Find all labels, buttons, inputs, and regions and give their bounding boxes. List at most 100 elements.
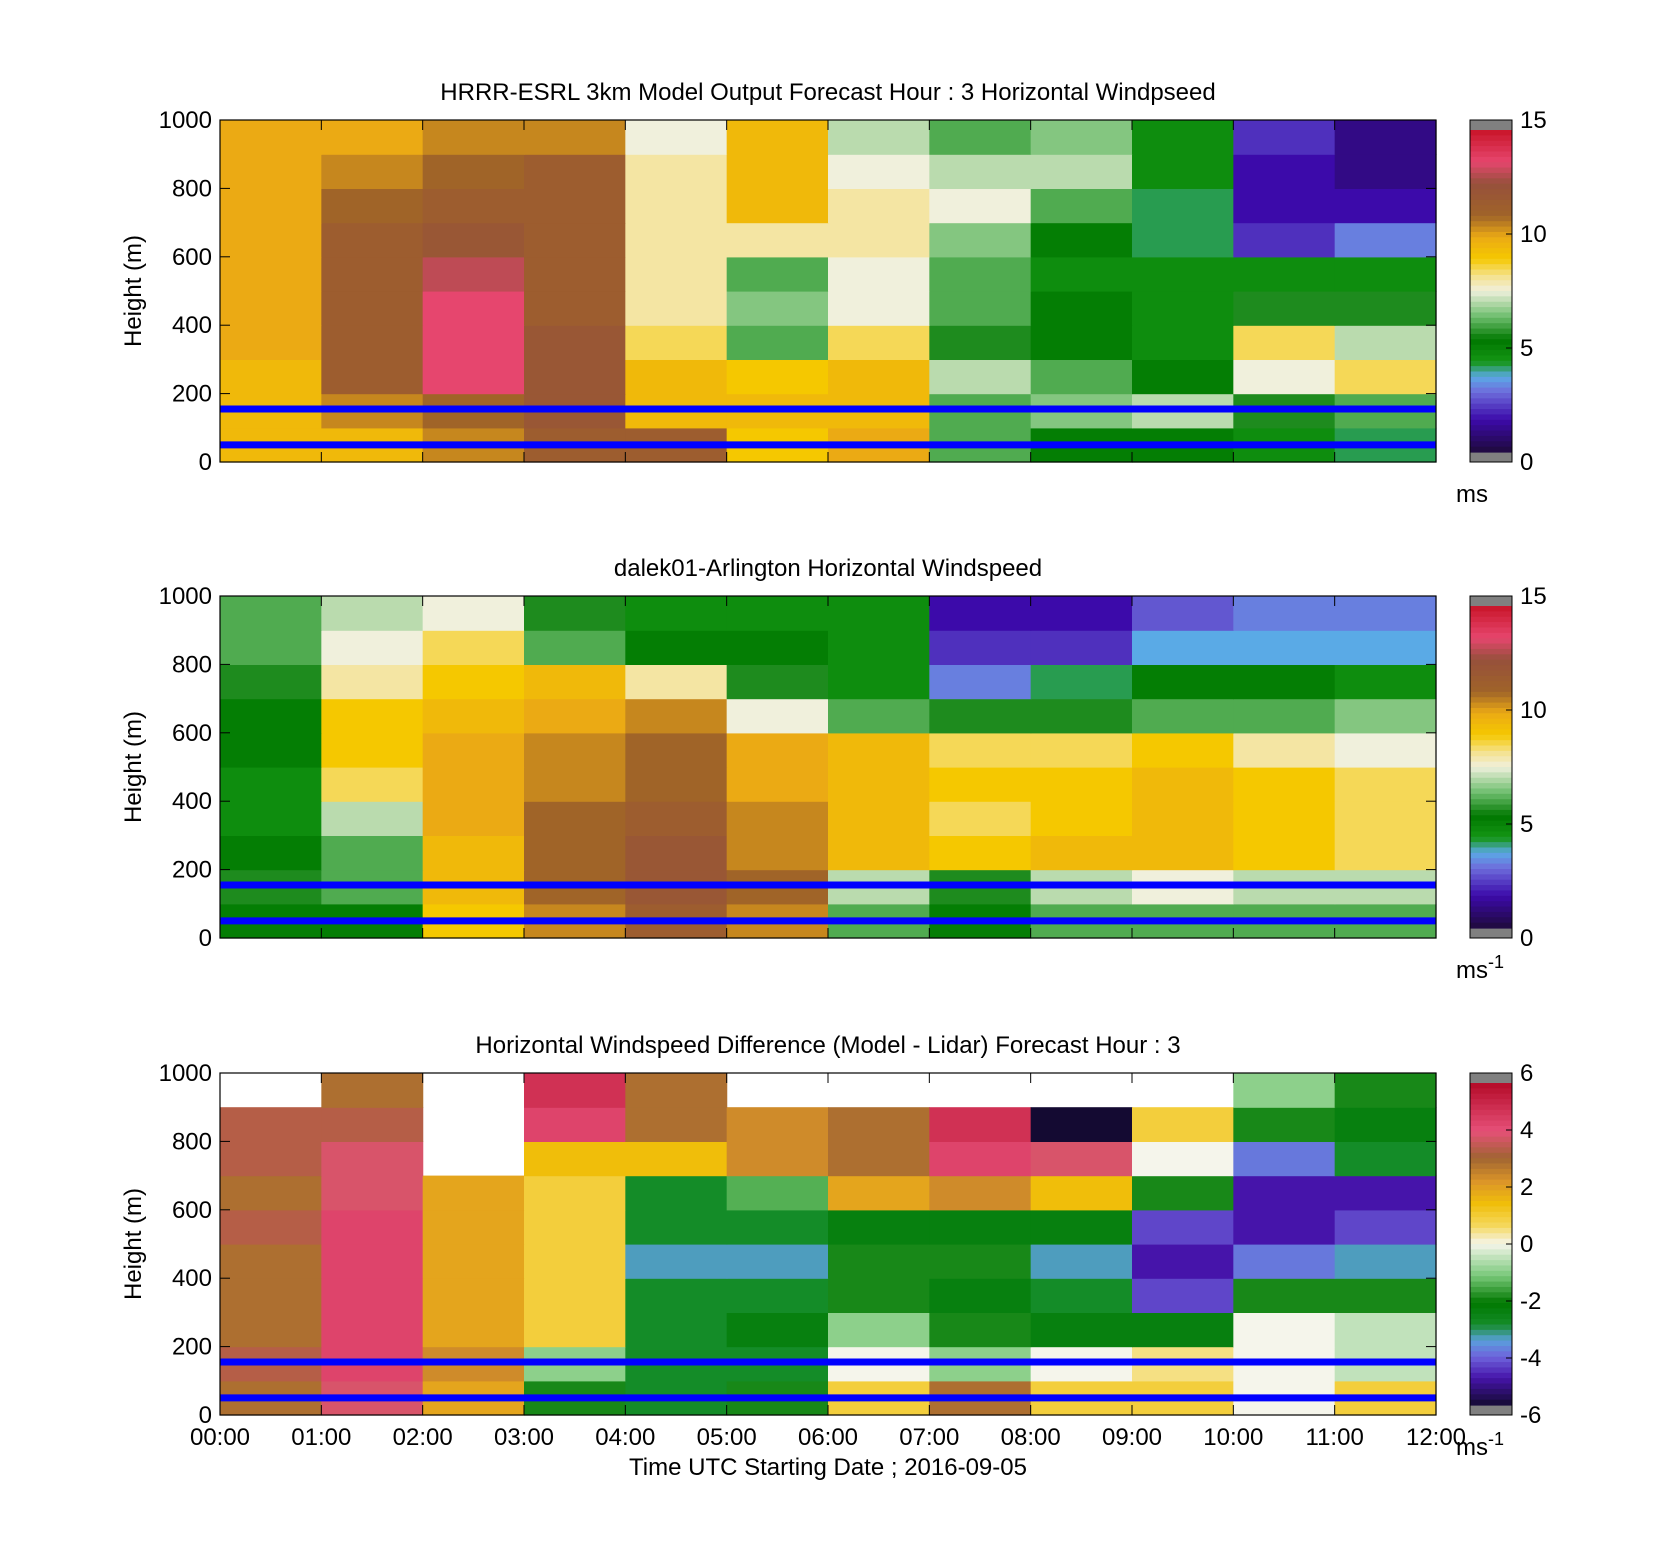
heatmap-cell xyxy=(625,1244,728,1279)
heatmap-cell xyxy=(726,1141,829,1177)
colorbar-swatch xyxy=(1470,756,1512,763)
heatmap-cell xyxy=(220,222,322,258)
heatmap-cell xyxy=(422,291,525,326)
colorbar-swatch xyxy=(1470,409,1512,416)
heatmap-cell xyxy=(1334,801,1437,836)
y-tick-label: 1000 xyxy=(159,107,212,134)
colorbar-swatch xyxy=(1470,135,1512,142)
heatmap-cell xyxy=(726,835,829,871)
colorbar-swatch xyxy=(1470,1174,1512,1181)
chart-title: HRRR-ESRL 3km Model Output Forecast Hour… xyxy=(440,79,1215,106)
colorbar-swatch xyxy=(1470,392,1512,399)
colorbar-swatch xyxy=(1470,724,1512,731)
colorbar-swatch xyxy=(1470,376,1512,383)
y-tick-label: 800 xyxy=(172,175,212,202)
heatmap-cell xyxy=(726,1175,829,1211)
colorbar-swatch xyxy=(1470,1131,1512,1138)
colorbar-swatch xyxy=(1470,317,1512,324)
colorbar-swatch xyxy=(1470,258,1512,265)
heatmap-cell xyxy=(524,154,626,189)
heatmap-cell xyxy=(1334,188,1437,224)
y-tick-label: 0 xyxy=(199,449,212,476)
colorbar-swatch xyxy=(1470,1211,1512,1218)
heatmap-cell xyxy=(422,1244,525,1279)
x-tick-label: 06:00 xyxy=(798,1424,858,1451)
y-tick-label: 200 xyxy=(172,857,212,884)
heatmap-cell xyxy=(828,188,930,224)
heatmap-cell xyxy=(1233,256,1336,292)
x-tick-label: 09:00 xyxy=(1102,1424,1162,1451)
colorbar-swatch xyxy=(1470,344,1512,351)
colorbar-swatch xyxy=(1470,1324,1512,1331)
colorbar-tick-label: 15 xyxy=(1520,107,1547,134)
x-tick-label: 02:00 xyxy=(393,1424,453,1451)
heatmap-cell xyxy=(1030,801,1133,836)
heatmap-cell xyxy=(828,291,930,326)
colorbar-swatch xyxy=(1470,1238,1512,1245)
heatmap-cell xyxy=(929,188,1032,224)
heatmap-cell xyxy=(1233,1209,1336,1245)
y-tick-label: 0 xyxy=(199,925,212,952)
colorbar-cap-bottom xyxy=(1470,1405,1512,1415)
heatmap-cell xyxy=(220,1141,322,1177)
heatmap-cell xyxy=(524,1175,626,1211)
heatmap-cell xyxy=(524,664,626,700)
heatmap-cell xyxy=(726,1278,829,1313)
heatmap-cell xyxy=(1132,325,1234,360)
chart-title: dalek01-Arlington Horizontal Windspeed xyxy=(614,555,1042,582)
colorbar-tick-label: 0 xyxy=(1520,449,1533,476)
colorbar-swatch xyxy=(1470,162,1512,169)
heatmap-cell xyxy=(1132,188,1234,224)
heatmap-cell xyxy=(726,1244,829,1279)
colorbar-swatch xyxy=(1470,221,1512,228)
heatmap-cell xyxy=(321,291,424,326)
colorbar-swatch xyxy=(1470,1158,1512,1165)
heatmap-cell xyxy=(1233,1312,1336,1348)
heatmap-cell xyxy=(220,1244,322,1279)
heatmap-cell xyxy=(1233,325,1336,360)
colorbar-swatch xyxy=(1470,1120,1512,1127)
colorbar-swatch xyxy=(1470,879,1512,886)
x-tick-label: 03:00 xyxy=(494,1424,554,1451)
heatmap-cell xyxy=(726,188,829,224)
colorbar-swatch xyxy=(1470,387,1512,394)
x-tick-label: 07:00 xyxy=(899,1424,959,1451)
colorbar-swatch xyxy=(1470,1201,1512,1208)
colorbar-swatch xyxy=(1470,740,1512,747)
heatmap-cell xyxy=(321,664,424,700)
heatmap-cell xyxy=(828,1209,930,1245)
colorbar-swatch xyxy=(1470,820,1512,827)
heatmap-cell xyxy=(1233,801,1336,836)
heatmap-cell xyxy=(422,835,525,871)
heatmap-cell xyxy=(929,120,1032,155)
colorbar-swatch xyxy=(1470,231,1512,238)
colorbar-swatch xyxy=(1470,622,1512,629)
heatmap-cell xyxy=(321,767,424,802)
heatmap-cell xyxy=(321,698,424,734)
colorbar-swatch xyxy=(1470,1109,1512,1116)
heatmap-cell xyxy=(1233,664,1336,700)
heatmap-cell xyxy=(1132,801,1234,836)
colorbar-cap-top xyxy=(1470,120,1512,130)
heatmap-cell xyxy=(220,732,322,768)
heatmap-cell xyxy=(220,767,322,802)
colorbar-swatch xyxy=(1470,707,1512,714)
heatmap-cell xyxy=(321,256,424,292)
colorbar-swatch xyxy=(1470,901,1512,908)
colorbar-swatch xyxy=(1470,815,1512,822)
heatmap-cell xyxy=(726,732,829,768)
colorbar-swatch xyxy=(1470,323,1512,330)
heatmap-cell xyxy=(1132,698,1234,734)
colorbar-cap-top xyxy=(1470,596,1512,606)
heatmap-cell xyxy=(321,120,424,155)
y-tick-label: 600 xyxy=(172,1197,212,1224)
heatmap-cell xyxy=(220,1278,322,1313)
heatmap-cell xyxy=(929,359,1032,395)
colorbar-swatch xyxy=(1470,183,1512,190)
heatmap-cell xyxy=(524,291,626,326)
colorbar-swatch xyxy=(1470,189,1512,195)
colorbar-swatch xyxy=(1470,718,1512,725)
y-axis-label: Height (m) xyxy=(120,711,147,823)
heatmap-cell xyxy=(625,835,728,871)
colorbar-swatch xyxy=(1470,1399,1512,1406)
